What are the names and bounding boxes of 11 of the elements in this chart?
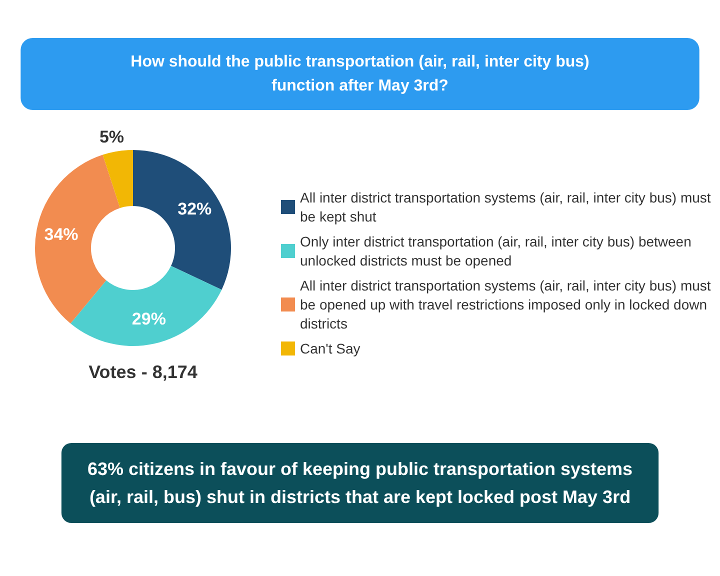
legend-label: All inter district transportation systems (air, rail, inter city bus) must be opened up with travel restrictions imposed only in locked down districts [300,278,715,332]
text: Votes - 8,174 [88,362,198,382]
legend-label: Only inter district transportation (air, rail, inter city bus) between unlocked districts must be opened [300,234,696,268]
data-label: 34% [44,224,78,244]
legend-label: All inter district transportation systems (air, rail, inter city bus) must be kept shut [300,190,715,224]
legend-label: Can't Say [300,340,360,356]
chart-title: How should the public transportation (air, rail, inter city bus) function after May 3rd? [130,54,590,94]
data-label: 29% [132,310,166,329]
data-label: 5% [99,127,124,146]
text: 63% citizens in favour of keeping public transportation systems (air, rail, bus) shut in districts that are kept locked post May 3rd [87,459,633,507]
data-label: 32% [178,199,212,218]
